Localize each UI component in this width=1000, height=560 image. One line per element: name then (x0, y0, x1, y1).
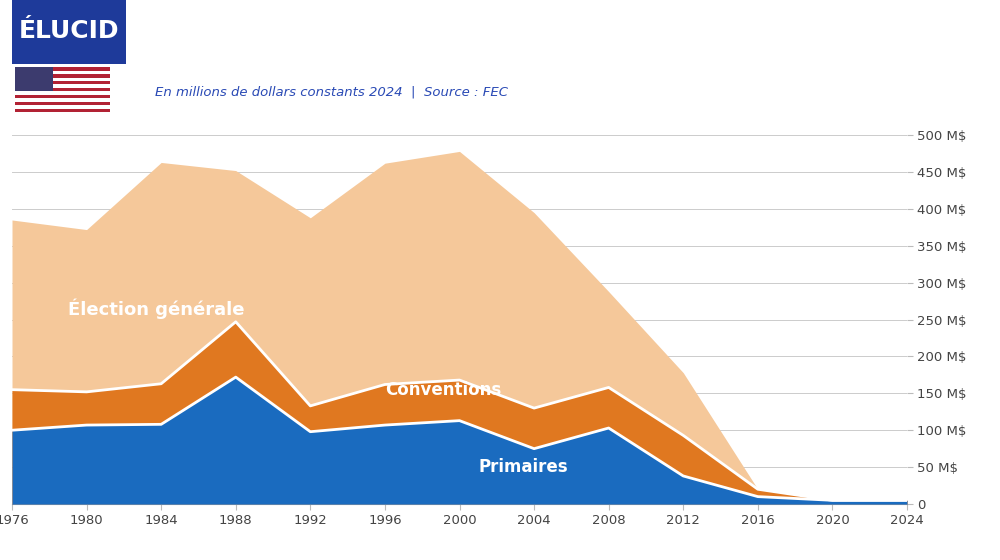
Text: www.elucid.media: www.elucid.media (880, 534, 988, 547)
Bar (15, 102, 110, 105)
Text: En millions de dollars constants 2024  |  Source : FEC: En millions de dollars constants 2024 | … (155, 86, 508, 99)
Bar (15, 91, 110, 95)
Bar (15, 67, 53, 91)
FancyBboxPatch shape (12, 0, 126, 64)
Text: Conventions: Conventions (385, 381, 501, 399)
Text: Primaires: Primaires (478, 458, 568, 476)
Text: Financement public de l’élection Présidentielle Américaine, 1976-2024: Financement public de l’élection Préside… (140, 22, 858, 40)
Bar (15, 77, 110, 81)
Text: ÉLUCID: ÉLUCID (19, 19, 119, 43)
Bar (15, 71, 110, 74)
Bar (15, 74, 110, 77)
Bar (15, 109, 110, 112)
Bar (15, 88, 110, 91)
Bar (15, 105, 110, 109)
Bar (15, 98, 110, 102)
Bar (15, 95, 110, 98)
Bar (15, 81, 110, 85)
Bar (15, 67, 110, 71)
Text: Élection générale: Élection générale (68, 298, 244, 319)
Bar (15, 85, 110, 88)
